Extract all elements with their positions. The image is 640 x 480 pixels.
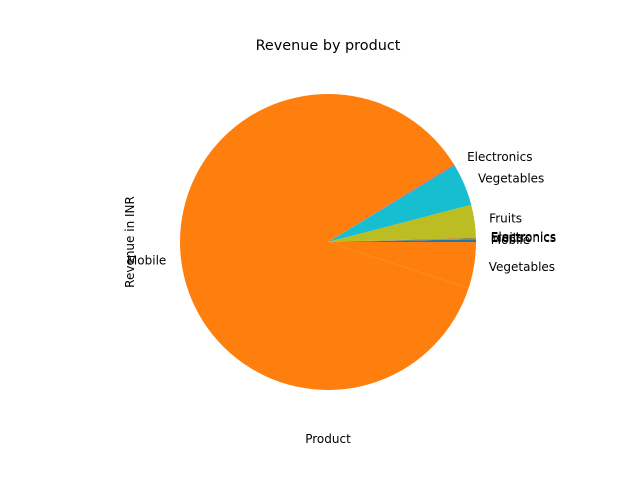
y-axis-label: Revenue in INR (123, 196, 137, 288)
slice-label: Electronics (491, 230, 556, 244)
pie-slices (180, 94, 476, 390)
pie-slice (328, 204, 476, 242)
slice-label: Vegetables (478, 171, 544, 185)
pie-slice (328, 242, 476, 289)
pie-slice (328, 239, 476, 242)
chart-title: Revenue by product (256, 38, 401, 54)
pie-slice (180, 94, 469, 390)
x-axis-label: Product (305, 432, 351, 446)
slice-label: Electronics (491, 231, 556, 245)
pie-slice (328, 237, 476, 242)
slice-label: Electronics (467, 150, 532, 164)
slice-label: Mobile (127, 253, 166, 267)
pie-slice (328, 165, 472, 242)
slice-label: Fruits (491, 231, 524, 245)
pie-slice (328, 164, 455, 242)
pie-slice (328, 238, 476, 242)
slice-label: Mobile (491, 233, 530, 247)
slice-label: Fruits (489, 212, 522, 226)
pie-labels: MobileElectronicsFruitsElectronicsFruits… (127, 150, 556, 274)
slice-label: Vegetables (489, 260, 555, 274)
pie-slice (328, 238, 476, 242)
